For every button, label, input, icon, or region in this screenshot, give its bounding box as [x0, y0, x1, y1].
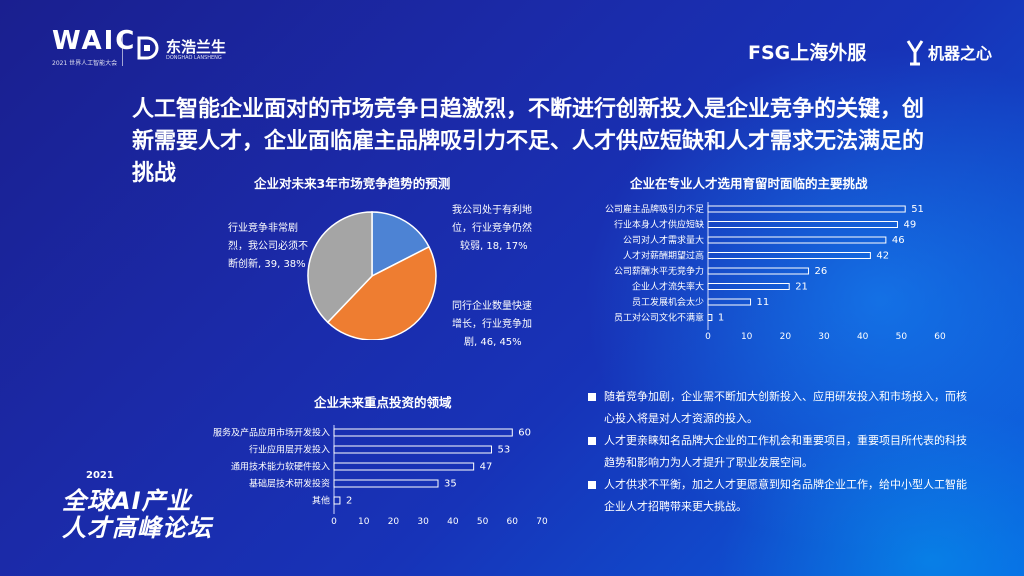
donghao-logo-name: 东浩兰生 [166, 38, 227, 56]
event-logo-year: 2021 [86, 470, 114, 481]
bar-value-label: 21 [795, 282, 808, 293]
bar-category-label: 行业应用层开发投入 [249, 444, 330, 456]
event-logo-line1: 全球AI产业 [62, 487, 192, 515]
bar [333, 428, 513, 437]
bar [707, 298, 752, 306]
bullet-list: 随着竞争加剧，企业需不断加大创新投入、应用研发投入和市场投入，而核心投入将是对人… [588, 386, 968, 518]
donghao-logo-english: DONGHAO LANSHENG [166, 55, 222, 61]
bar-category-label: 行业本身人才供应短缺 [614, 219, 704, 231]
bar-category-label: 公司薪酬水平无竞争力 [614, 265, 704, 277]
pie-slice-2 [307, 211, 373, 324]
x-tick-label: 40 [857, 332, 869, 342]
bar-value-label: 51 [911, 204, 924, 215]
bar-value-label: 46 [892, 235, 905, 246]
x-tick-label: 0 [705, 332, 711, 342]
waic-logo: WAIC [52, 26, 137, 56]
x-tick-label: 0 [331, 517, 337, 527]
bar-value-label: 2 [346, 496, 352, 507]
waic-logo-subtitle: 2021 世界人工智能大会 [52, 60, 118, 67]
bullet-item: 人才更亲睐知名品牌大企业的工作机会和重要项目，重要项目所代表的科技趋势和影响力为… [588, 430, 968, 474]
x-tick-label: 60 [507, 517, 519, 527]
pie-chart [307, 211, 437, 340]
bar-value-label: 11 [757, 297, 770, 308]
jiqizhixin-logo-icon [906, 40, 924, 66]
x-tick-label: 70 [536, 517, 548, 527]
donghao-logo-icon [137, 36, 159, 60]
bar-category-label: 企业人才流失率大 [632, 281, 704, 293]
bar [707, 236, 887, 244]
jiqizhixin-logo: 机器之心 [928, 44, 993, 63]
x-tick-label: 20 [388, 517, 400, 527]
bar-value-label: 42 [876, 251, 889, 262]
bar-category-label: 基础层技术研发投资 [249, 478, 330, 490]
bar-value-label: 49 [903, 220, 916, 231]
pie-slice-1 [326, 245, 437, 340]
bar [707, 314, 713, 321]
bullet-item: 随着竞争加剧，企业需不断加大创新投入、应用研发投入和市场投入，而核心投入将是对人… [588, 386, 968, 430]
pie-chart-title: 企业对未来3年市场竞争趋势的预测 [254, 176, 451, 191]
bar-value-label: 60 [518, 428, 531, 439]
x-tick-label: 30 [818, 332, 830, 342]
challenges-chart-title: 企业在专业人才选用育留时面临的主要挑战 [630, 176, 868, 191]
pie-label-favorable: 我公司处于有利地 位，行业竞争仍然 较弱, 18, 17% [452, 205, 532, 252]
bar-category-label: 公司雇主品牌吸引力不足 [605, 203, 704, 215]
pie-label-intense: 行业竞争非常剧 烈，我公司必须不 断创新, 39, 38% [228, 223, 308, 270]
x-tick-label: 30 [417, 517, 429, 527]
bar-value-label: 35 [444, 479, 457, 490]
bar [707, 221, 898, 228]
pie-slice-0 [371, 211, 430, 278]
logo-divider [122, 32, 123, 66]
bar-value-label: 1 [718, 313, 724, 324]
x-tick-label: 40 [447, 517, 459, 527]
bar [707, 283, 790, 290]
bar [333, 479, 439, 488]
bar-category-label: 服务及产品应用市场开发投入 [213, 427, 330, 439]
pie-label-growing: 同行企业数量快速 增长，行业竞争加 剧, 46, 45% [452, 301, 532, 348]
bar [333, 496, 341, 505]
x-tick-label: 10 [741, 332, 753, 342]
challenges-bar-chart: 公司雇主品牌吸引力不足 51 行业本身人才供应短缺 49 公司对人才需求量大 46 人才对薪… [605, 202, 946, 342]
bar [333, 462, 475, 471]
investment-bar-chart: 服务及产品应用市场开发投入 60 行业应用层开发投入 53 通用技术能力软硬件投入 47 基… [213, 425, 548, 527]
bullet-item: 人才供求不平衡，加之人才更愿意到知名品牌企业工作，给中小型人工智能企业人才招聘带… [588, 474, 968, 518]
fsg-logo: FSG上海外服 [748, 42, 867, 64]
x-tick-label: 50 [477, 517, 489, 527]
investment-chart-title: 企业未来重点投资的领域 [314, 395, 452, 410]
x-tick-label: 10 [358, 517, 370, 527]
bar [707, 252, 871, 259]
bar-value-label: 47 [480, 462, 493, 473]
bar [707, 267, 810, 275]
bar-category-label: 员工发展机会太少 [632, 296, 704, 308]
slide-headline: 人工智能企业面对的市场竞争日趋激烈，不断进行创新投入是企业竞争的关键，创新需要人… [132, 97, 925, 186]
x-tick-label: 60 [934, 332, 946, 342]
bar-value-label: 26 [815, 266, 828, 277]
bar-category-label: 员工对公司文化不满意 [614, 312, 704, 324]
x-tick-label: 20 [780, 332, 792, 342]
bar-value-label: 53 [497, 445, 510, 456]
x-tick-label: 50 [896, 332, 908, 342]
event-logo-line2: 人才高峰论坛 [62, 514, 212, 542]
bar-category-label: 公司对人才需求量大 [623, 234, 704, 246]
bar-category-label: 通用技术能力软硬件投入 [231, 461, 330, 473]
bar [333, 445, 492, 454]
bar-category-label: 人才对薪酬期望过高 [623, 250, 704, 262]
bar-category-label: 其他 [312, 495, 330, 507]
bar [707, 205, 906, 213]
